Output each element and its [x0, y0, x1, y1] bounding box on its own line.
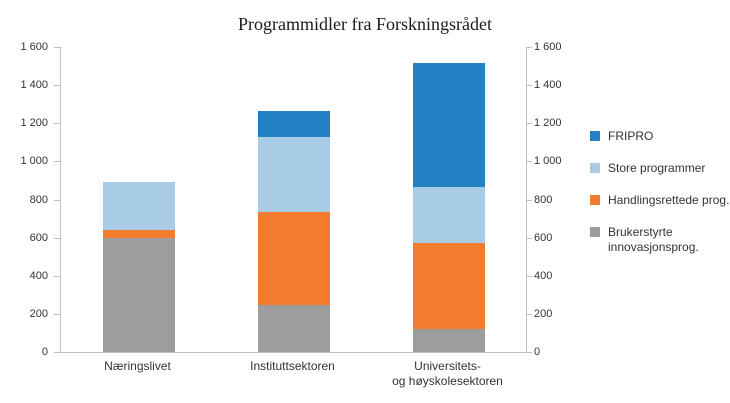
y-tick-label-right: 400: [534, 269, 553, 282]
y-tick-label-right: 600: [534, 231, 553, 244]
legend: FRIPRO Store programmer Handlingsrettede…: [590, 129, 729, 255]
y-tick-mark-left: [54, 199, 60, 201]
legend-swatch: [590, 227, 600, 237]
x-axis-label: Instituttsektoren: [250, 359, 335, 373]
bar-segment: [412, 63, 485, 188]
y-tick-label-right: 1 400: [534, 79, 562, 92]
legend-swatch: [590, 131, 600, 141]
y-tick-label-left: 800: [29, 193, 48, 206]
bar-3: [412, 47, 485, 352]
y-tick-label-right: 1 000: [534, 155, 562, 168]
y-tick-mark-right: [526, 237, 532, 239]
y-tick-mark-left: [54, 237, 60, 239]
legend-swatch: [590, 163, 600, 173]
legend-swatch: [590, 195, 600, 205]
y-tick-mark-left: [54, 313, 60, 315]
y-tick-label-left: 1 400: [20, 79, 48, 92]
y-tick-mark-left: [54, 123, 60, 125]
x-axis-label: Næringslivet: [104, 359, 171, 373]
y-tick-label-right: 1 200: [534, 117, 562, 130]
legend-label: FRIPRO: [608, 129, 654, 143]
legend-label: Handlingsrettede prog.: [608, 193, 730, 207]
y-tick-label-left: 1 200: [20, 117, 48, 130]
bar-segment: [102, 230, 175, 238]
y-tick-label-right: 0: [534, 346, 541, 358]
legend-item-handlingsrettede: Handlingsrettede prog.: [590, 193, 729, 208]
y-tick-mark-right: [526, 85, 532, 87]
y-tick-mark-right: [526, 352, 532, 353]
y-tick-mark-left: [54, 352, 60, 353]
y-tick-mark-left: [54, 161, 60, 163]
y-tick-mark-right: [526, 313, 532, 315]
legend-item-brukerstyrte: Brukerstyrte innovasjonsprog.: [590, 225, 729, 255]
y-tick-label-left: 600: [29, 231, 48, 244]
plot-area: [60, 47, 527, 353]
y-tick-label-left: 1 000: [20, 155, 48, 168]
legend-item-store-programmer: Store programmer: [590, 161, 729, 176]
bar-1: [102, 47, 175, 352]
bar-segment: [412, 187, 485, 244]
y-tick-label-left: 0: [41, 346, 48, 358]
legend-label: Store programmer: [608, 161, 706, 175]
y-tick-label-left: 1 600: [20, 41, 48, 53]
y-tick-mark-right: [526, 161, 532, 163]
chart-title: Programmidler fra Forskningsrådet: [238, 14, 492, 34]
y-tick-mark-right: [526, 275, 532, 277]
bar-segment: [412, 329, 485, 352]
bar-segment: [412, 243, 485, 330]
y-tick-label-right: 800: [534, 193, 553, 206]
x-axis-label: Universitets- og høyskolesektoren: [392, 359, 503, 388]
y-tick-mark-left: [54, 47, 60, 48]
y-tick-label-right: 1 600: [534, 41, 562, 53]
y-tick-mark-right: [526, 123, 532, 125]
bar-segment: [257, 211, 330, 306]
bar-segment: [257, 136, 330, 212]
legend-item-fripro: FRIPRO: [590, 129, 729, 144]
legend-label: Brukerstyrte innovasjonsprog.: [608, 225, 699, 254]
bar-2: [257, 47, 330, 352]
bar-segment: [102, 182, 175, 230]
y-tick-label-left: 200: [29, 307, 48, 320]
y-tick-mark-left: [54, 85, 60, 87]
y-tick-mark-left: [54, 275, 60, 277]
bar-segment: [257, 305, 330, 352]
y-tick-mark-right: [526, 199, 532, 201]
y-tick-label-left: 400: [29, 269, 48, 282]
bar-segment: [102, 237, 175, 352]
bar-segment: [257, 110, 330, 137]
y-tick-label-right: 200: [534, 307, 553, 320]
y-tick-mark-right: [526, 47, 532, 48]
